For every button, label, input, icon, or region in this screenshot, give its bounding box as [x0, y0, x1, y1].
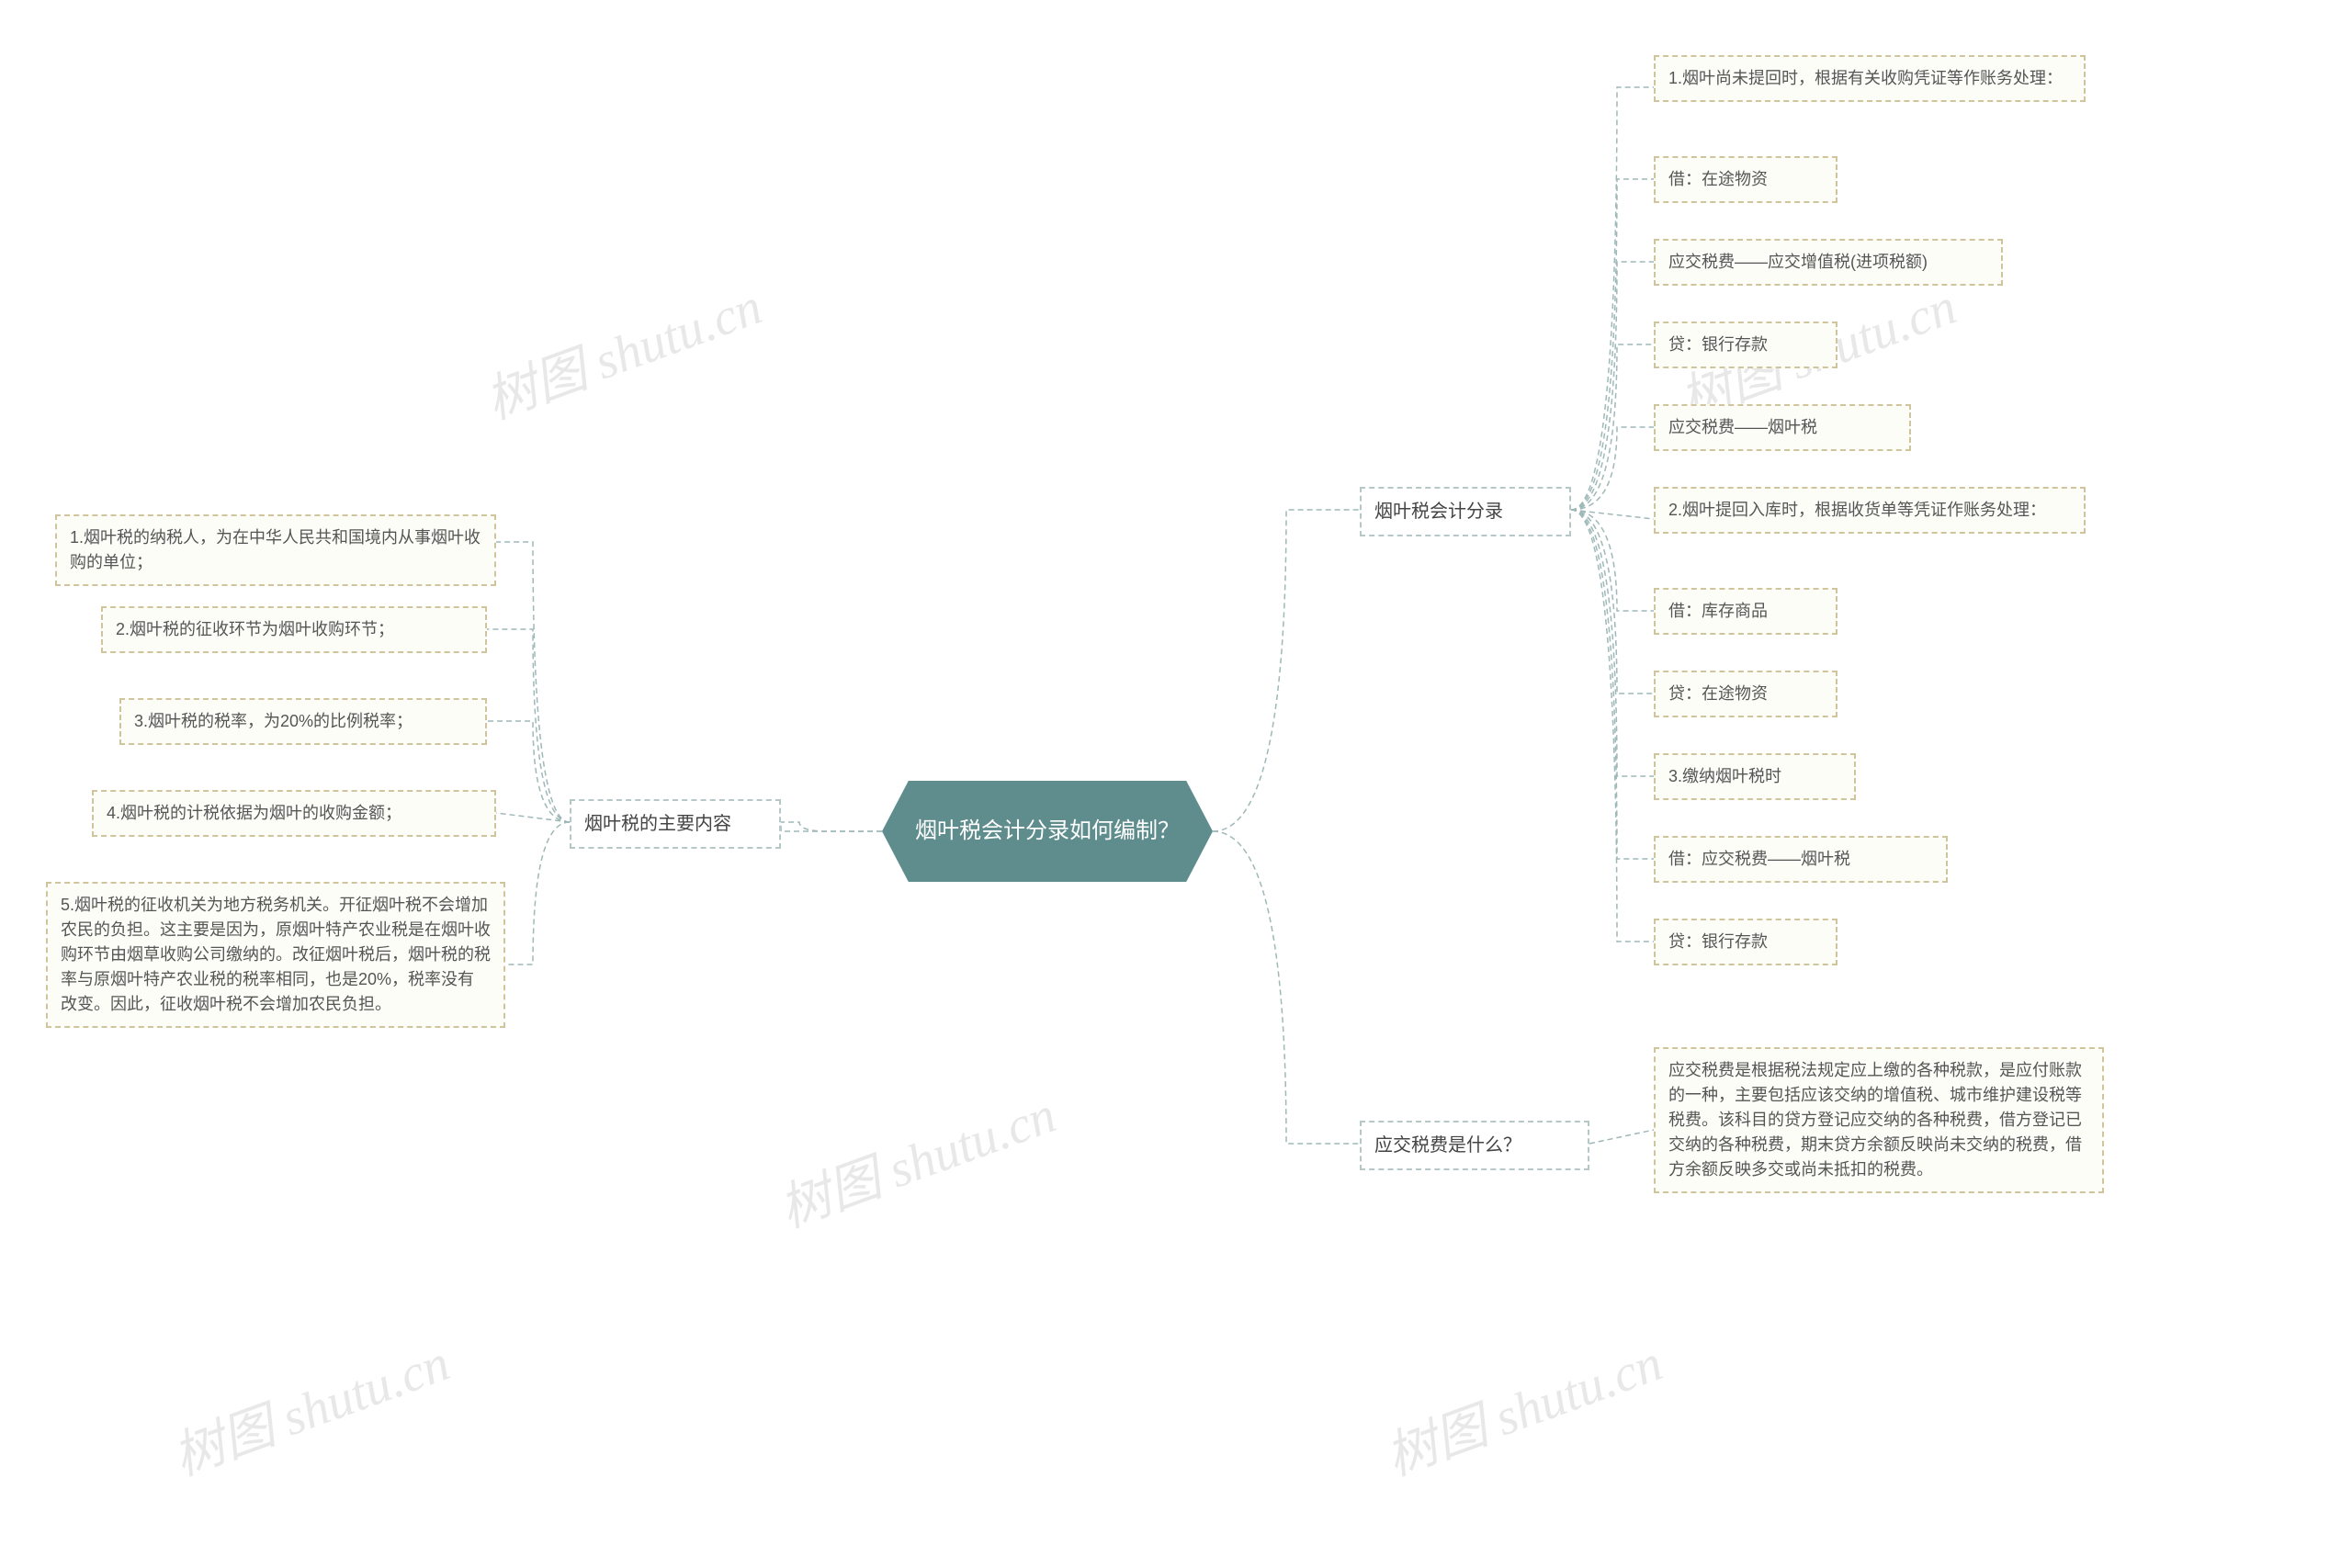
- left-item-1: 2.烟叶税的征收环节为烟叶收购环节；: [101, 606, 487, 653]
- right-a-item-text: 贷：银行存款: [1668, 932, 1768, 951]
- right-a-item-text: 2.烟叶提回入库时，根据收货单等凭证作账务处理：: [1668, 501, 2046, 519]
- left-item-text: 1.烟叶税的纳税人，为在中华人民共和国境内从事烟叶收购的单位；: [70, 528, 481, 571]
- branch-right-b: 应交税费是什么？: [1360, 1121, 1589, 1170]
- central-node: 烟叶税会计分录如何编制？: [882, 781, 1213, 882]
- branch-left: 烟叶税的主要内容: [570, 799, 781, 849]
- watermark: 树图 shutu.cn: [1374, 1322, 1671, 1491]
- right-a-item-text: 3.缴纳烟叶税时: [1668, 767, 1781, 785]
- right-a-item-0: 1.烟叶尚未提回时，根据有关收购凭证等作账务处理：: [1654, 55, 2086, 102]
- right-a-item-text: 借：库存商品: [1668, 602, 1768, 620]
- right-a-item-5: 2.烟叶提回入库时，根据收货单等凭证作账务处理：: [1654, 487, 2086, 534]
- left-item-4: 5.烟叶税的征收机关为地方税务机关。开征烟叶税不会增加农民的负担。这主要是因为，…: [46, 882, 505, 1028]
- right-b-item-text: 应交税费是根据税法规定应上缴的各种税款，是应付账款的一种，主要包括应该交纳的增值…: [1668, 1061, 2082, 1179]
- right-a-item-text: 应交税费——应交增值税(进项税额): [1668, 253, 1928, 271]
- right-a-item-text: 1.烟叶尚未提回时，根据有关收购凭证等作账务处理：: [1668, 69, 2063, 87]
- right-a-item-7: 贷：在途物资: [1654, 671, 1838, 717]
- left-item-0: 1.烟叶税的纳税人，为在中华人民共和国境内从事烟叶收购的单位；: [55, 514, 496, 586]
- watermark: 树图 shutu.cn: [162, 1322, 458, 1491]
- right-a-item-9: 借：应交税费——烟叶税: [1654, 836, 1948, 883]
- right-a-item-2: 应交税费——应交增值税(进项税额): [1654, 239, 2003, 286]
- right-a-item-text: 贷：在途物资: [1668, 684, 1768, 703]
- right-a-item-text: 借：在途物资: [1668, 170, 1768, 188]
- branch-right-b-label: 应交税费是什么？: [1374, 1135, 1521, 1156]
- left-item-text: 2.烟叶税的征收环节为烟叶收购环节；: [116, 620, 394, 638]
- right-a-item-6: 借：库存商品: [1654, 588, 1838, 635]
- right-a-item-4: 应交税费——烟叶税: [1654, 404, 1911, 451]
- branch-left-label: 烟叶税的主要内容: [584, 814, 731, 834]
- right-a-item-text: 借：应交税费——烟叶税: [1668, 850, 1850, 868]
- left-item-text: 4.烟叶税的计税依据为烟叶的收购金额；: [107, 804, 401, 822]
- right-a-item-10: 贷：银行存款: [1654, 919, 1838, 965]
- left-item-text: 3.烟叶税的税率，为20%的比例税率；: [134, 712, 413, 730]
- watermark: 树图 shutu.cn: [768, 1074, 1065, 1243]
- right-b-item-0: 应交税费是根据税法规定应上缴的各种税款，是应付账款的一种，主要包括应该交纳的增值…: [1654, 1047, 2104, 1193]
- branch-right-a-label: 烟叶税会计分录: [1374, 502, 1503, 522]
- right-a-item-1: 借：在途物资: [1654, 156, 1838, 203]
- branch-right-a: 烟叶税会计分录: [1360, 487, 1571, 536]
- right-a-item-8: 3.缴纳烟叶税时: [1654, 753, 1856, 800]
- right-a-item-text: 贷：银行存款: [1668, 335, 1768, 354]
- watermark: 树图 shutu.cn: [474, 265, 771, 434]
- left-item-text: 5.烟叶税的征收机关为地方税务机关。开征烟叶税不会增加农民的负担。这主要是因为，…: [61, 896, 491, 1013]
- left-item-3: 4.烟叶税的计税依据为烟叶的收购金额；: [92, 790, 496, 837]
- right-a-item-text: 应交税费——烟叶税: [1668, 418, 1817, 436]
- right-a-item-3: 贷：银行存款: [1654, 321, 1838, 368]
- central-label: 烟叶税会计分录如何编制？: [915, 816, 1180, 847]
- left-item-2: 3.烟叶税的税率，为20%的比例税率；: [119, 698, 487, 745]
